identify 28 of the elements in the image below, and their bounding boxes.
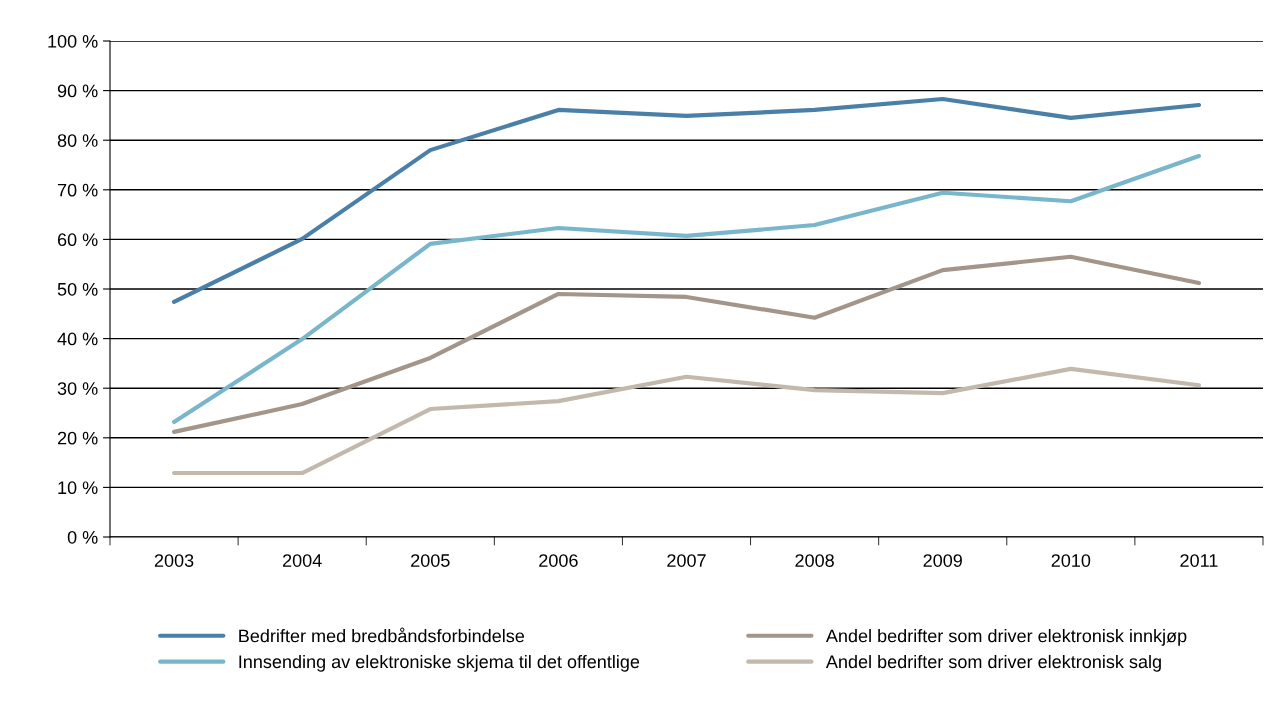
y-tick-label: 40 % <box>57 332 98 346</box>
legend-label: Andel bedrifter som driver elektronisk innkjøp <box>825 629 1187 646</box>
line-series <box>171 153 1202 425</box>
line-series <box>171 96 1202 304</box>
y-tick-label: 90 % <box>57 84 98 98</box>
x-tick-label: 2010 <box>1051 554 1091 567</box>
y-tick-label: 60 % <box>57 233 98 247</box>
legend-label: Bedrifter med bredbåndsforbindelse <box>239 627 525 643</box>
x-tick-label: 2011 <box>1180 554 1218 567</box>
y-tick-label: 0 % <box>67 530 98 544</box>
y-tick-label: 20 % <box>57 431 98 445</box>
x-tick-label: 2006 <box>539 554 578 567</box>
legend-label: Innsending av elektroniske skjema til det offentlige <box>239 654 640 672</box>
y-tick-label: 100 % <box>48 34 98 48</box>
line-series <box>171 366 1202 476</box>
x-tick-label: 2009 <box>923 554 962 567</box>
y-tick-label: 70 % <box>57 183 98 197</box>
line-series <box>171 254 1202 434</box>
x-tick-label: 2007 <box>667 554 706 567</box>
x-tick-label: 2003 <box>154 554 194 567</box>
y-tick-label: 30 % <box>57 382 98 395</box>
x-tick-label: 2005 <box>411 554 450 567</box>
y-tick-label: 50 % <box>57 282 98 296</box>
y-tick-label: 10 % <box>58 481 98 495</box>
legend-label: Andel bedrifter som driver elektronisk salg <box>825 654 1161 672</box>
x-tick-label: 2004 <box>282 554 322 567</box>
x-tick-label: 2008 <box>795 554 834 567</box>
y-tick-label: 80 % <box>57 134 98 147</box>
